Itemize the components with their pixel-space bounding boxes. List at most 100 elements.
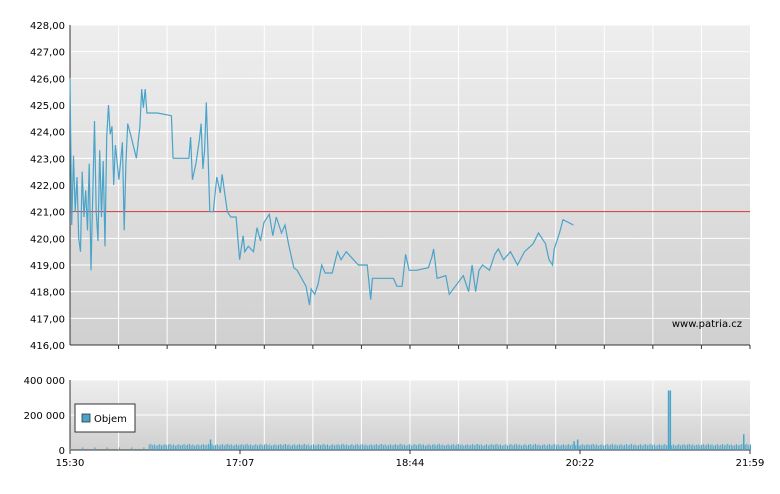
volume-bar [351,444,353,450]
volume-bar [251,445,253,450]
volume-bar [636,445,638,450]
volume-bar [629,444,631,450]
volume-bar [494,444,496,450]
volume-bar [694,445,696,450]
volume-bar [264,444,265,450]
volume-bar [167,444,169,450]
volume-bar [582,444,584,450]
volume-bar [687,444,689,450]
volume-bar [552,444,554,450]
volume-bar [610,444,612,450]
volume-bar [639,444,641,450]
volume-bar-peak [667,390,670,450]
volume-bar [545,445,547,450]
volume-bar [608,445,610,450]
volume-bar [468,445,470,450]
volume-bar [269,444,271,450]
price-tick-label: 421,00 [30,208,65,219]
volume-bar [215,445,217,450]
volume-bar [599,445,601,450]
volume-bar [206,444,208,450]
volume-bar [645,444,647,450]
volume-bar [237,445,239,450]
volume-bar [398,444,400,450]
volume-bar [517,445,519,450]
volume-bar [304,443,306,450]
volume-bar [353,445,355,450]
volume-bar [389,444,391,450]
volume-bar [403,444,405,450]
volume-bar [229,445,231,450]
volume-bar [563,444,564,450]
volume-bar [211,444,213,450]
volume-bar [505,444,507,450]
volume-bar [328,445,330,450]
volume-bar [681,444,683,450]
volume-bar [466,444,468,450]
volume-bar [571,444,573,450]
volume-bar [283,444,285,450]
legend-label: Objem [94,414,127,425]
volume-bar [713,445,715,450]
volume-bar [70,447,71,450]
volume-bar [590,444,592,450]
volume-bar [169,443,171,450]
volume-bar [278,444,279,450]
volume-bar [603,445,605,450]
volume-bar [508,444,510,450]
volume-bar [445,445,447,450]
volume-bar [368,445,370,450]
volume-bar [400,443,402,450]
volume-bar [671,445,673,450]
volume-bar [725,444,727,450]
volume-bar-peak [209,439,212,450]
volume-bar [683,444,685,450]
price-tick-label: 417,00 [30,314,65,325]
volume-bar [440,445,442,450]
price-tick-label: 419,00 [30,261,65,272]
volume-bar [356,444,358,450]
volume-bar [736,444,737,450]
volume-bar [631,443,633,450]
volume-bar [325,445,327,450]
volume-bar [417,444,419,450]
time-tick-label: 18:44 [396,458,425,469]
volume-bar [678,444,680,450]
volume-bar [561,445,563,450]
volume-bar [361,443,363,450]
volume-bar [382,445,384,450]
volume-bar [498,445,500,450]
volume-bar [718,445,720,450]
volume-bar [564,445,566,450]
volume-bar [655,445,657,450]
volume-bar [659,444,661,450]
volume-bar [512,445,514,450]
volume-bar [438,443,440,450]
volume-bar [482,445,484,450]
volume-bar [451,444,453,450]
volume-bar [458,443,460,450]
volume-bar [472,444,474,450]
volume-bar [309,445,311,450]
volume-bar [522,445,524,450]
volume-bar [685,445,687,450]
volume-bar [342,443,344,450]
volume-bar [318,444,320,450]
volume-bar [500,444,501,450]
volume-bar [473,445,475,450]
volume-bar [744,444,746,450]
volume-bar [673,444,675,450]
volume-bar [321,444,323,450]
volume-bar [202,444,204,450]
volume-bar [272,445,274,450]
price-tick-label: 422,00 [30,181,65,192]
volume-bar [386,445,388,450]
volume-bar [653,444,655,450]
volume-bar [341,444,342,450]
volume-panel: 0 200 000 400 000 15:30 17:07 18:44 20:22 21:59 [24,376,765,469]
volume-bar [293,444,295,450]
volume-bar [250,444,252,450]
time-tick-label: 15:30 [56,458,85,469]
volume-bar [243,445,245,450]
